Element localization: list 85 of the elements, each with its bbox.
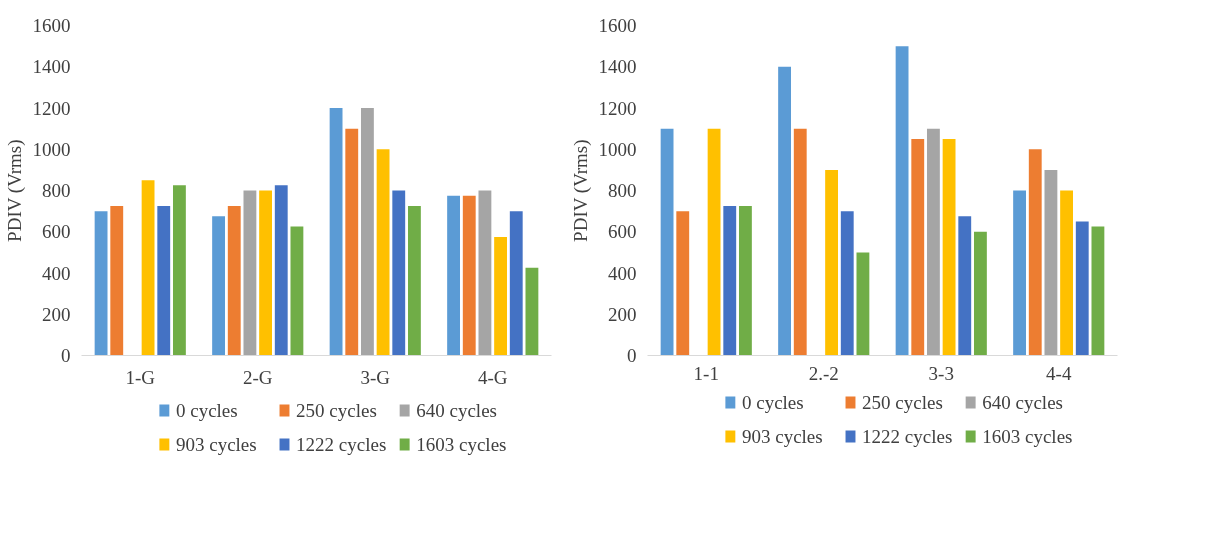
bar <box>494 236 508 356</box>
x-tick-label: 2.-2 <box>808 362 839 384</box>
bar <box>478 190 492 356</box>
y-tick-label: 600 <box>42 221 71 243</box>
x-tick-label: 1-1 <box>693 362 719 384</box>
legend-label: 1603 cycles <box>982 426 1073 447</box>
bar <box>345 128 359 356</box>
bar <box>1028 149 1042 356</box>
bar <box>1060 190 1074 356</box>
bar <box>376 149 390 356</box>
bar <box>462 195 476 356</box>
legend-label: 903 cycles <box>741 426 823 447</box>
bar <box>660 128 674 356</box>
y-tick-label: 200 <box>42 303 71 325</box>
y-tick-label: 400 <box>42 262 71 284</box>
y-tick-label: 1600 <box>598 15 637 36</box>
bar <box>259 190 273 356</box>
bar <box>525 267 539 356</box>
y-tick-label: 800 <box>608 180 637 201</box>
bar <box>110 205 124 356</box>
bar <box>212 216 226 356</box>
bar <box>243 190 257 356</box>
bar <box>329 108 343 356</box>
bar <box>856 252 870 356</box>
bar <box>509 211 523 356</box>
legend-label: 250 cycles <box>862 392 943 413</box>
legend-label: 1222 cycles <box>862 426 953 447</box>
y-tick-label: 1200 <box>32 97 71 119</box>
bar <box>911 138 925 356</box>
bar <box>958 216 972 356</box>
y-tick-label: 1400 <box>598 56 637 78</box>
bar <box>157 205 171 356</box>
bar <box>227 205 241 356</box>
legend-label: 1222 cycles <box>296 434 387 455</box>
bar <box>840 211 854 356</box>
bar <box>274 185 288 356</box>
y-tick-label: 400 <box>608 262 637 284</box>
bar <box>447 195 461 356</box>
bar <box>942 138 956 356</box>
y-tick-label: 1000 <box>32 138 71 160</box>
y-tick-label: 1000 <box>598 138 637 160</box>
bar <box>738 205 752 356</box>
x-tick-label: 4-4 <box>1046 362 1072 384</box>
bar <box>793 128 807 356</box>
bar <box>926 128 940 356</box>
legend-label: 250 cycles <box>296 400 377 421</box>
x-tick-label: 2-G <box>242 366 273 388</box>
bar <box>172 185 186 356</box>
bar <box>1044 169 1058 356</box>
bar <box>141 180 155 356</box>
bar <box>973 231 987 356</box>
bar <box>392 190 406 356</box>
legend-label: 0 cycles <box>175 400 238 421</box>
bar <box>360 108 374 356</box>
bar <box>407 205 421 356</box>
bar <box>778 66 792 356</box>
bar <box>290 226 304 356</box>
y-tick-label: 0 <box>627 345 637 366</box>
x-tick-label: 4-G <box>477 366 508 388</box>
bar <box>895 46 909 356</box>
bar <box>1091 226 1105 356</box>
y-tick-label: 200 <box>608 303 637 325</box>
y-tick-label: 1400 <box>32 56 71 78</box>
legend-label: 1603 cycles <box>416 434 507 455</box>
x-tick-label: 3-G <box>360 366 391 388</box>
bar <box>723 205 737 356</box>
y-tick-label: 1200 <box>598 97 637 119</box>
legend-label: 903 cycles <box>175 434 257 455</box>
legend-label: 0 cycles <box>741 392 804 413</box>
y-tick-label: 800 <box>42 180 71 201</box>
y-axis-title: PDIV (Vrms) <box>569 139 592 242</box>
bar <box>1075 221 1089 356</box>
y-axis-title: PDIV (Vrms) <box>3 139 26 242</box>
y-tick-label: 1600 <box>32 15 71 36</box>
bar <box>1013 190 1027 356</box>
x-tick-label: 3-3 <box>928 362 954 384</box>
x-tick-label: 1-G <box>125 366 156 388</box>
legend-label: 640 cycles <box>982 392 1063 413</box>
y-tick-label: 0 <box>61 345 71 366</box>
bar <box>825 169 839 356</box>
bar <box>707 128 721 356</box>
bar <box>676 211 690 356</box>
bar <box>94 211 108 356</box>
legend-label: 640 cycles <box>416 400 497 421</box>
y-tick-label: 600 <box>608 221 637 243</box>
